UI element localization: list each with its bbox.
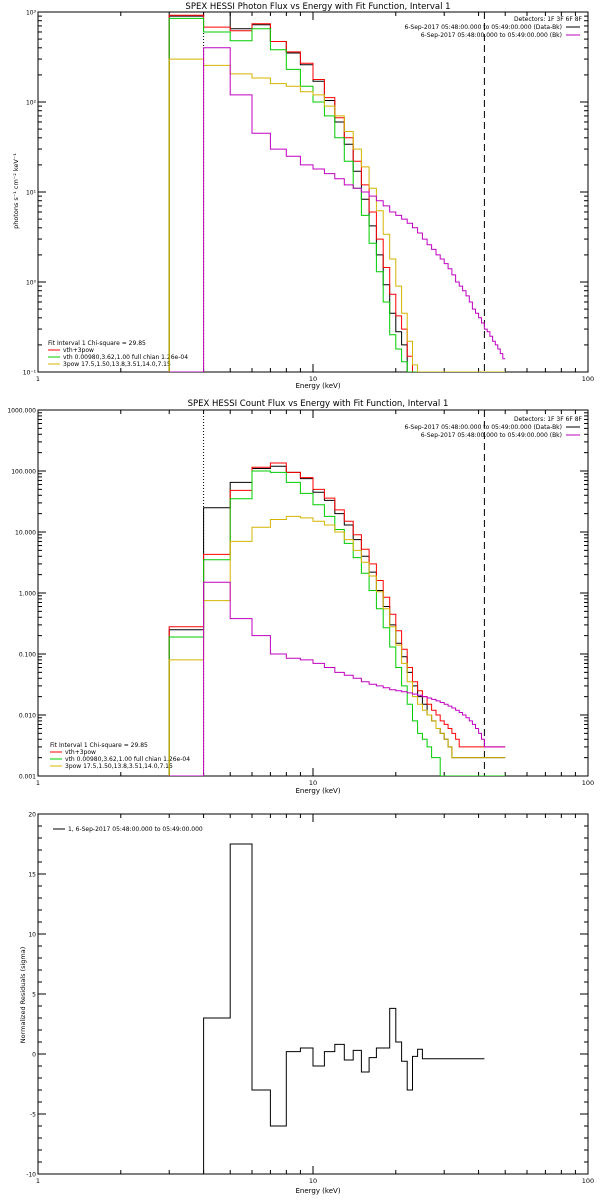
panel-1-fit-3pow: 3pow 17.5,1.50,13.8,3.51,14.0,7.15 [63,361,171,368]
panel-2-fit-header: Fit Interval 1 Chi-square = 29.85 [50,742,148,749]
panel-1-xlabel: Energy (keV) [295,382,340,390]
y-tick-label: 1000.000 [7,408,36,415]
panel-2-legend-data: 6-Sep-2017 05:48:00.000 to 05:49:00.000 … [404,424,562,431]
y-tick-label: 5 [32,992,36,999]
series-line-4 [168,515,506,776]
series-line-2 [168,462,506,776]
panel-2-legend-bk: 6-Sep-2017 05:48:00.000 to 05:49:00.000 … [421,432,562,439]
panel-3-xlabel: Energy (keV) [295,1187,340,1195]
y-tick-label: -5 [30,1112,36,1119]
x-tick-label: 10 [309,375,317,383]
series-line-4 [168,58,506,372]
y-tick-label: -10 [26,1172,36,1179]
panel-residuals: Energy (keV) Normalized Residuals (sigma… [19,826,341,1195]
y-tick-label: 10¹ [26,190,37,197]
x-tick-label: 100 [582,375,594,383]
plot-1-series [168,12,506,372]
series-line-1 [168,12,506,372]
y-tick-label: 0.010 [19,713,36,720]
series-line-5 [169,581,506,776]
panel-count-flux: SPEX HESSI Count Flux vs Energy with Fit… [50,399,583,795]
series-line-3 [168,17,506,372]
y-tick-label: 10 [28,932,36,939]
plot-3: 1 10 100 -10 -5 0 5 10 15 20 [26,812,594,1186]
panel-2-xlabel: Energy (keV) [295,787,340,795]
series-line-3 [168,470,506,776]
y-tick-label: 15 [28,872,36,879]
y-tick-label: 0.100 [19,652,36,659]
panel-1-fit-header: Fit Interval 1 Chi-square = 29.85 [48,340,146,347]
panel-1-legend-bk: 6-Sep-2017 05:48:00.000 to 05:49:00.000 … [421,32,562,39]
panel-2-title: SPEX HESSI Count Flux vs Energy with Fit… [188,399,449,409]
x-tick-label: 10 [309,1177,317,1185]
x-tick-label: 10 [309,779,317,787]
plot-2-series [168,462,506,776]
panel-1-fit-vth: vth 0.00980,3.62,1.00 full chian 1.26e-0… [63,354,188,361]
x-tick-label: 1 [36,375,40,383]
y-tick-label: 0 [32,1052,36,1059]
panel-2-fit-3pow: 3pow 17.5,1.50,13.8,3.51,14.0,7.15 [65,763,173,770]
y-tick-label: 10² [26,100,37,107]
panel-1-ylabel: photons s⁻¹ cm⁻² keV⁻¹ [12,153,20,229]
y-tick-label: 10³ [26,10,37,17]
plot-3-series [203,843,485,1174]
panel-3-ylabel: Normalized Residuals (sigma) [19,947,27,1044]
panel-2-fit-total: vth+3pow [65,749,96,756]
y-tick-label: 10⁰ [26,280,37,287]
series-line-1 [203,843,485,1174]
panel-2-fit-vth: vth 0.00980,3.62,1.00 full chian 1.26e-0… [65,756,190,763]
series-line-5 [169,47,506,372]
y-tick-label: 100.000 [11,469,36,476]
panel-2-detectors: Detectors: 1F 3F 6F 8F [514,416,583,423]
x-tick-label: 1 [36,1177,40,1185]
x-tick-label: 1 [36,779,40,787]
plot-1: 1 10 100 10⁻¹ 10⁰ 10¹ 10² 10³ [23,10,594,384]
panel-1-fit-total: vth+3pow [63,347,94,354]
y-tick-label: 20 [28,812,36,819]
y-tick-label: 10⁻¹ [23,370,37,377]
panel-photon-flux: SPEX HESSI Photon Flux vs Energy with Fi… [12,2,583,390]
x-tick-label: 100 [582,1177,594,1185]
y-tick-label: 10.000 [15,530,36,537]
x-tick-label: 100 [582,779,594,787]
panel-1-legend-data: 6-Sep-2017 05:48:00.000 to 05:49:00.000 … [404,24,562,31]
panel-3-legend-label: 1, 6-Sep-2017 05:48:00.000 to 05:49:00.0… [68,826,203,833]
plot-2: 1 10 100 0.001 0.010 0.100 1.000 10.000 100.000 1… [7,408,594,788]
panel-1-detectors: Detectors: 1F 3F 6F 8F [514,16,583,23]
y-tick-label: 0.001 [19,774,36,781]
y-tick-label: 1.000 [19,591,36,598]
series-line-2 [168,14,506,372]
panel-1-title: SPEX HESSI Photon Flux vs Energy with Fi… [185,2,450,12]
